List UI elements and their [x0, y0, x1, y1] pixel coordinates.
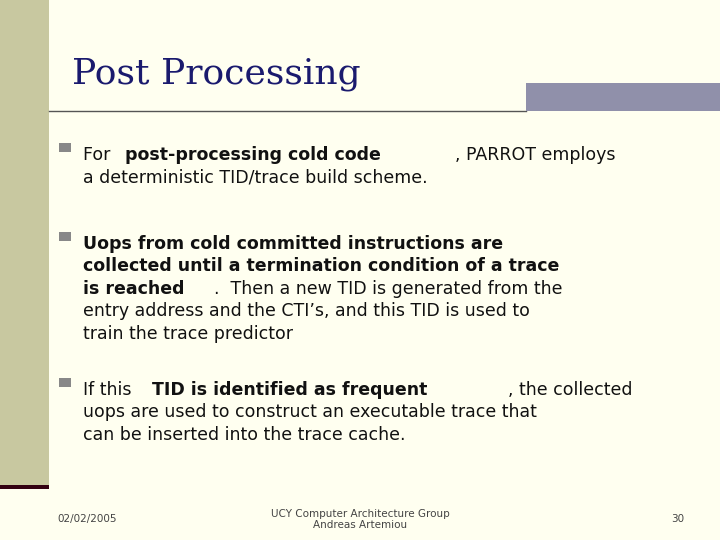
Text: UCY Computer Architecture Group
Andreas Artemiou: UCY Computer Architecture Group Andreas …	[271, 509, 449, 530]
Text: is reached: is reached	[83, 280, 184, 298]
Text: uops are used to construct an executable trace that: uops are used to construct an executable…	[83, 403, 536, 421]
Text: 30: 30	[671, 515, 684, 524]
Text: 02/02/2005: 02/02/2005	[58, 515, 117, 524]
Text: TID is identified as frequent: TID is identified as frequent	[153, 381, 428, 399]
Bar	[0, 485, 49, 489]
Bar	[59, 232, 71, 241]
Text: Post Processing: Post Processing	[72, 57, 361, 91]
Text: can be inserted into the trace cache.: can be inserted into the trace cache.	[83, 426, 405, 443]
Text: collected until a termination condition of a trace: collected until a termination condition …	[83, 258, 559, 275]
Text: a deterministic TID/trace build scheme.: a deterministic TID/trace build scheme.	[83, 168, 428, 186]
Text: , the collected: , the collected	[508, 381, 632, 399]
Text: Uops from cold committed instructions are: Uops from cold committed instructions ar…	[83, 235, 503, 253]
Text: train the trace predictor: train the trace predictor	[83, 325, 293, 342]
Bar	[59, 143, 71, 152]
Bar	[59, 378, 71, 387]
Text: , PARROT employs: , PARROT employs	[455, 146, 616, 164]
Bar	[0, 0, 49, 489]
Bar	[526, 83, 720, 111]
Text: entry address and the CTI’s, and this TID is used to: entry address and the CTI’s, and this TI…	[83, 302, 530, 320]
Text: post-processing cold code: post-processing cold code	[125, 146, 381, 164]
Text: If this: If this	[83, 381, 137, 399]
Text: .  Then a new TID is generated from the: . Then a new TID is generated from the	[214, 280, 562, 298]
Text: For: For	[83, 146, 116, 164]
